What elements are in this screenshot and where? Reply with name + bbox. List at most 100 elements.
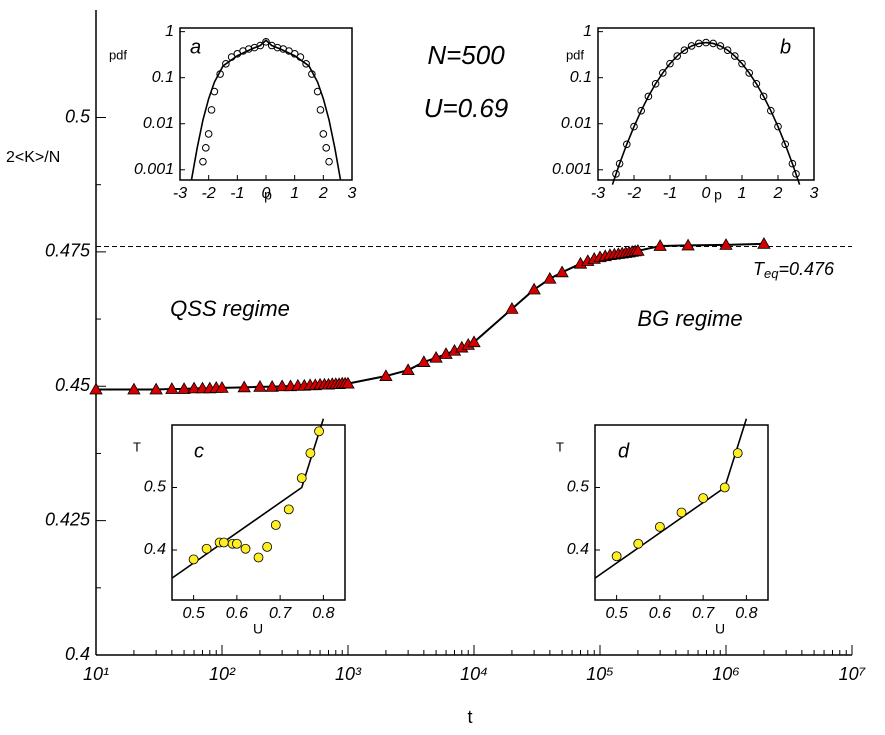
x-tick-label: 0.8 <box>735 605 757 622</box>
circle-marker <box>273 43 282 52</box>
plot-frame <box>179 27 353 181</box>
y-tick-label: 0.4 <box>567 541 589 558</box>
x-axis-label: U <box>715 621 725 637</box>
x-tick-label: 1 <box>290 185 299 202</box>
panel-letter: a <box>190 36 201 58</box>
reference-symbol: T <box>753 259 766 279</box>
triangle-marker <box>429 350 443 363</box>
circle-marker <box>188 554 199 565</box>
y-axis-label: T <box>556 439 564 454</box>
triangle-marker <box>467 335 481 348</box>
x-tick-label: 0.5 <box>606 605 628 622</box>
x-tick-label: 0 <box>702 185 711 202</box>
triangle-marker <box>379 369 393 381</box>
circle-marker <box>207 106 216 114</box>
circle-marker <box>781 140 790 149</box>
circle-marker <box>666 59 674 68</box>
circle-marker <box>270 520 281 530</box>
chart-4: 0.5 0.6 0.7 0.8 0.4 0.5 d U T <box>556 418 769 637</box>
chart-3: 0.5 0.6 0.7 0.8 0.4 0.5 c U T <box>133 418 346 637</box>
circle-marker <box>731 52 739 60</box>
circle-marker <box>716 42 725 50</box>
circle-marker <box>322 144 331 152</box>
y-tick-label: 0.45 <box>55 375 91 395</box>
x-tick-label: 10³ <box>335 664 362 684</box>
y-tick-label: 0.475 <box>45 241 91 261</box>
triangle-marker <box>439 347 453 359</box>
circle-marker <box>314 426 324 437</box>
circle-marker <box>673 52 682 60</box>
circle-marker <box>296 473 307 484</box>
triangle-marker <box>265 379 279 392</box>
circle-marker <box>615 159 624 168</box>
x-tick-label: -2 <box>627 185 641 202</box>
y-tick-label: 0.1 <box>570 69 592 86</box>
y-axis-label: pdf <box>566 47 584 62</box>
x-tick-label: 2 <box>773 185 783 202</box>
x-tick-label: 0.8 <box>312 605 334 622</box>
triangle-marker <box>127 382 141 395</box>
circle-marker <box>302 60 310 68</box>
triangle-marker <box>417 355 431 367</box>
triangle-marker <box>253 379 267 392</box>
circle-marker <box>680 46 689 54</box>
triangle-marker <box>187 381 201 394</box>
y-tick-label: 0.5 <box>144 479 166 496</box>
circle-marker <box>792 170 800 178</box>
triangle-marker <box>149 382 163 395</box>
circle-marker <box>227 53 236 61</box>
triangle-marker <box>505 302 519 314</box>
triangle-marker <box>631 243 645 256</box>
triangle-marker <box>341 376 355 389</box>
reference-subscript: eq <box>764 266 779 281</box>
circle-marker <box>644 92 653 101</box>
circle-marker <box>719 482 730 493</box>
circle-marker <box>201 543 212 554</box>
circle-marker <box>633 538 644 549</box>
triangle-marker <box>681 238 695 251</box>
x-tick-label: 10² <box>209 664 236 684</box>
triangle-marker <box>653 239 667 251</box>
circle-marker <box>611 551 622 562</box>
triangle-marker <box>527 282 541 295</box>
x-tick-label: 0.6 <box>649 605 671 622</box>
x-tick-label: 0.5 <box>183 605 205 622</box>
circle-marker <box>308 70 316 78</box>
reference-label: Teq=0.476 <box>753 259 835 282</box>
x-tick-label: 2 <box>318 185 328 202</box>
circle-marker <box>709 39 718 48</box>
x-tick-label: -1 <box>663 185 677 202</box>
circle-marker <box>788 159 797 168</box>
annotation: N=500 <box>427 40 505 70</box>
y-axis-label: pdf <box>109 47 127 62</box>
circle-marker <box>204 130 213 138</box>
y-tick-label: 0.1 <box>152 69 174 86</box>
circle-marker <box>199 157 207 166</box>
fit-line <box>190 39 342 181</box>
circle-marker <box>202 144 210 152</box>
circle-marker <box>313 87 322 96</box>
panel-letter: c <box>194 440 204 462</box>
y-axis-label: T <box>133 439 141 454</box>
x-axis-label: p <box>264 187 272 203</box>
circle-marker <box>240 543 251 554</box>
x-tick-label: -2 <box>202 185 216 202</box>
circle-marker <box>283 504 294 515</box>
circle-marker <box>222 60 230 68</box>
fit-line <box>171 418 325 579</box>
circle-marker <box>659 69 667 77</box>
y-tick-label: 1 <box>165 23 174 40</box>
triangle-marker <box>215 381 229 393</box>
circle-marker <box>210 87 219 96</box>
x-tick-label: -3 <box>173 185 187 202</box>
triangle-marker <box>165 382 179 394</box>
circle-marker <box>262 541 273 552</box>
triangle-marker <box>401 363 415 376</box>
circle-marker <box>290 50 299 58</box>
circle-marker <box>738 59 746 68</box>
y-tick-label: 0.4 <box>144 541 166 558</box>
circle-marker <box>316 106 325 114</box>
triangle-marker <box>177 382 191 394</box>
circle-marker <box>745 69 754 77</box>
circle-marker <box>687 42 696 50</box>
